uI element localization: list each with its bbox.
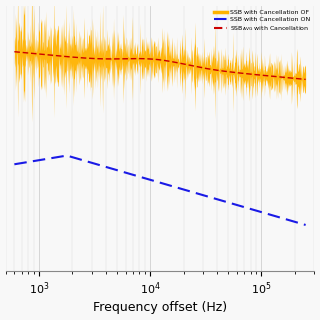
Legend: SSB with Cancellation OF, SSB with Cancellation ON, SSB$_{\rm AVG}$ with Cancell: SSB with Cancellation OF, SSB with Cance…	[212, 9, 311, 34]
X-axis label: Frequency offset (Hz): Frequency offset (Hz)	[93, 301, 227, 315]
